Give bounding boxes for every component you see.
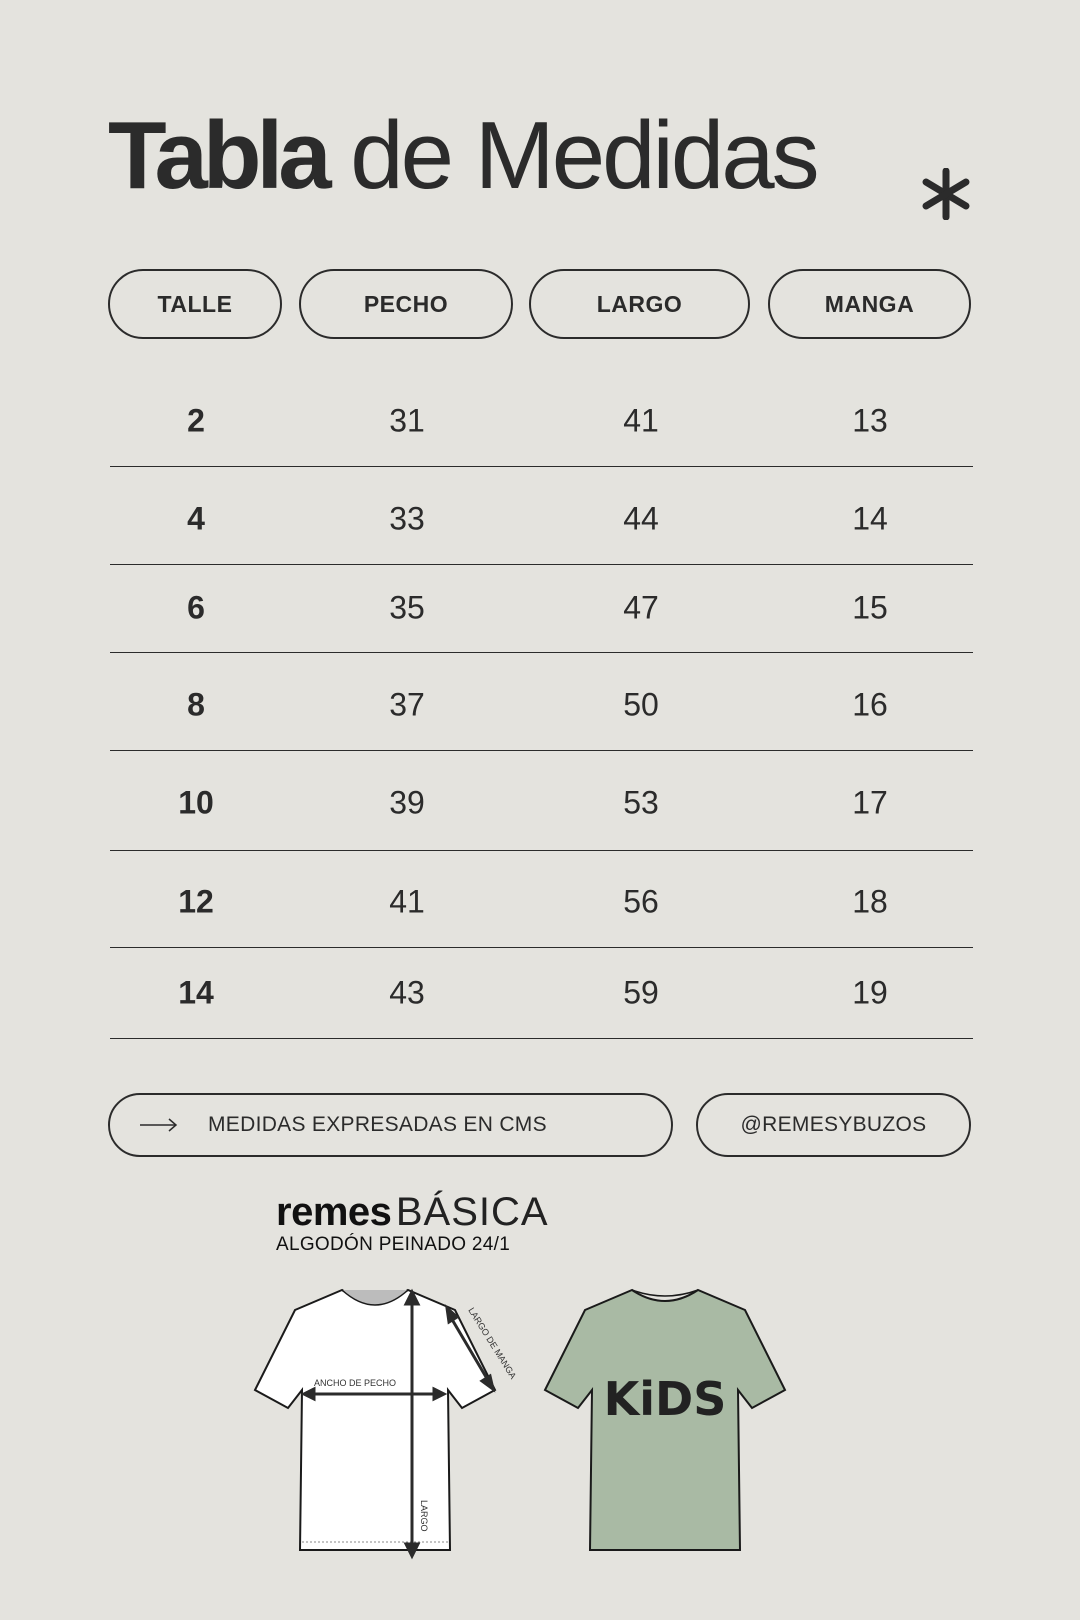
measure-cell: 17 bbox=[852, 784, 888, 821]
measure-cell: 50 bbox=[623, 686, 659, 723]
page-title: Tabla de Medidas bbox=[108, 108, 820, 204]
measure-cell: 37 bbox=[389, 686, 425, 723]
header-largo: LARGO bbox=[529, 269, 750, 339]
chest-label: ANCHO DE PECHO bbox=[314, 1378, 396, 1388]
length-label: LARGO bbox=[419, 1500, 429, 1532]
measure-cell: 35 bbox=[389, 589, 425, 626]
measure-cell: 18 bbox=[852, 883, 888, 920]
arrow-right-icon bbox=[140, 1118, 178, 1132]
header-label: TALLE bbox=[157, 290, 233, 317]
size-cell: 2 bbox=[187, 402, 205, 439]
measure-cell: 16 bbox=[852, 686, 888, 723]
header-label: PECHO bbox=[363, 290, 449, 317]
measure-cell: 33 bbox=[389, 500, 425, 537]
header-pecho: PECHO bbox=[299, 269, 513, 339]
product-line: BÁSICA bbox=[395, 1190, 549, 1234]
measure-cell: 41 bbox=[623, 402, 659, 439]
measure-cell: 19 bbox=[852, 974, 888, 1011]
row-divider bbox=[110, 564, 973, 565]
size-cell: 8 bbox=[187, 686, 205, 723]
measure-cell: 31 bbox=[389, 402, 425, 439]
social-handle[interactable]: @REMESYBUZOS bbox=[696, 1093, 971, 1157]
fabric-label: ALGODÓN PEINADO 24/1 bbox=[276, 1234, 511, 1255]
row-divider bbox=[110, 466, 973, 467]
row-divider bbox=[110, 1038, 973, 1039]
measure-cell: 41 bbox=[389, 883, 425, 920]
title-bold: Tabla bbox=[108, 102, 332, 209]
header-label: LARGO bbox=[596, 290, 683, 317]
measure-cell: 15 bbox=[852, 589, 888, 626]
size-cell: 4 bbox=[187, 500, 205, 537]
row-divider bbox=[110, 850, 973, 851]
title-light: de Medidas bbox=[350, 102, 819, 209]
measure-cell: 43 bbox=[389, 974, 425, 1011]
measure-cell: 53 bbox=[623, 784, 659, 821]
social-handle-text: @REMESYBUZOS bbox=[740, 1113, 927, 1136]
units-note: MEDIDAS EXPRESADAS EN CMS bbox=[108, 1093, 673, 1157]
measure-cell: 39 bbox=[389, 784, 425, 821]
header-talle: TALLE bbox=[108, 269, 282, 339]
shirt-front: ANCHO DE PECHO LARGO DE MANGA LARGO bbox=[254, 1288, 518, 1560]
shirt-diagram: ANCHO DE PECHO LARGO DE MANGA LARGO KiDS bbox=[254, 1288, 786, 1560]
product-name: remes BÁSICA bbox=[276, 1190, 549, 1235]
row-divider bbox=[110, 750, 973, 751]
asterisk-icon bbox=[920, 128, 972, 238]
row-divider bbox=[110, 947, 973, 948]
size-cell: 12 bbox=[178, 883, 214, 920]
size-cell: 14 bbox=[178, 974, 214, 1011]
shirt-back: KiDS bbox=[544, 1289, 786, 1551]
size-cell: 10 bbox=[178, 784, 214, 821]
size-cell: 6 bbox=[187, 589, 205, 626]
kids-print: KiDS bbox=[604, 1372, 727, 1426]
measure-cell: 13 bbox=[852, 402, 888, 439]
measure-cell: 44 bbox=[623, 500, 659, 537]
brand-name: remes bbox=[276, 1190, 392, 1234]
measure-cell: 14 bbox=[852, 500, 888, 537]
units-note-text: MEDIDAS EXPRESADAS EN CMS bbox=[208, 1113, 547, 1136]
header-label: MANGA bbox=[824, 290, 915, 317]
measure-cell: 59 bbox=[623, 974, 659, 1011]
measure-cell: 56 bbox=[623, 883, 659, 920]
measure-cell: 47 bbox=[623, 589, 659, 626]
row-divider bbox=[110, 652, 973, 653]
header-manga: MANGA bbox=[768, 269, 971, 339]
